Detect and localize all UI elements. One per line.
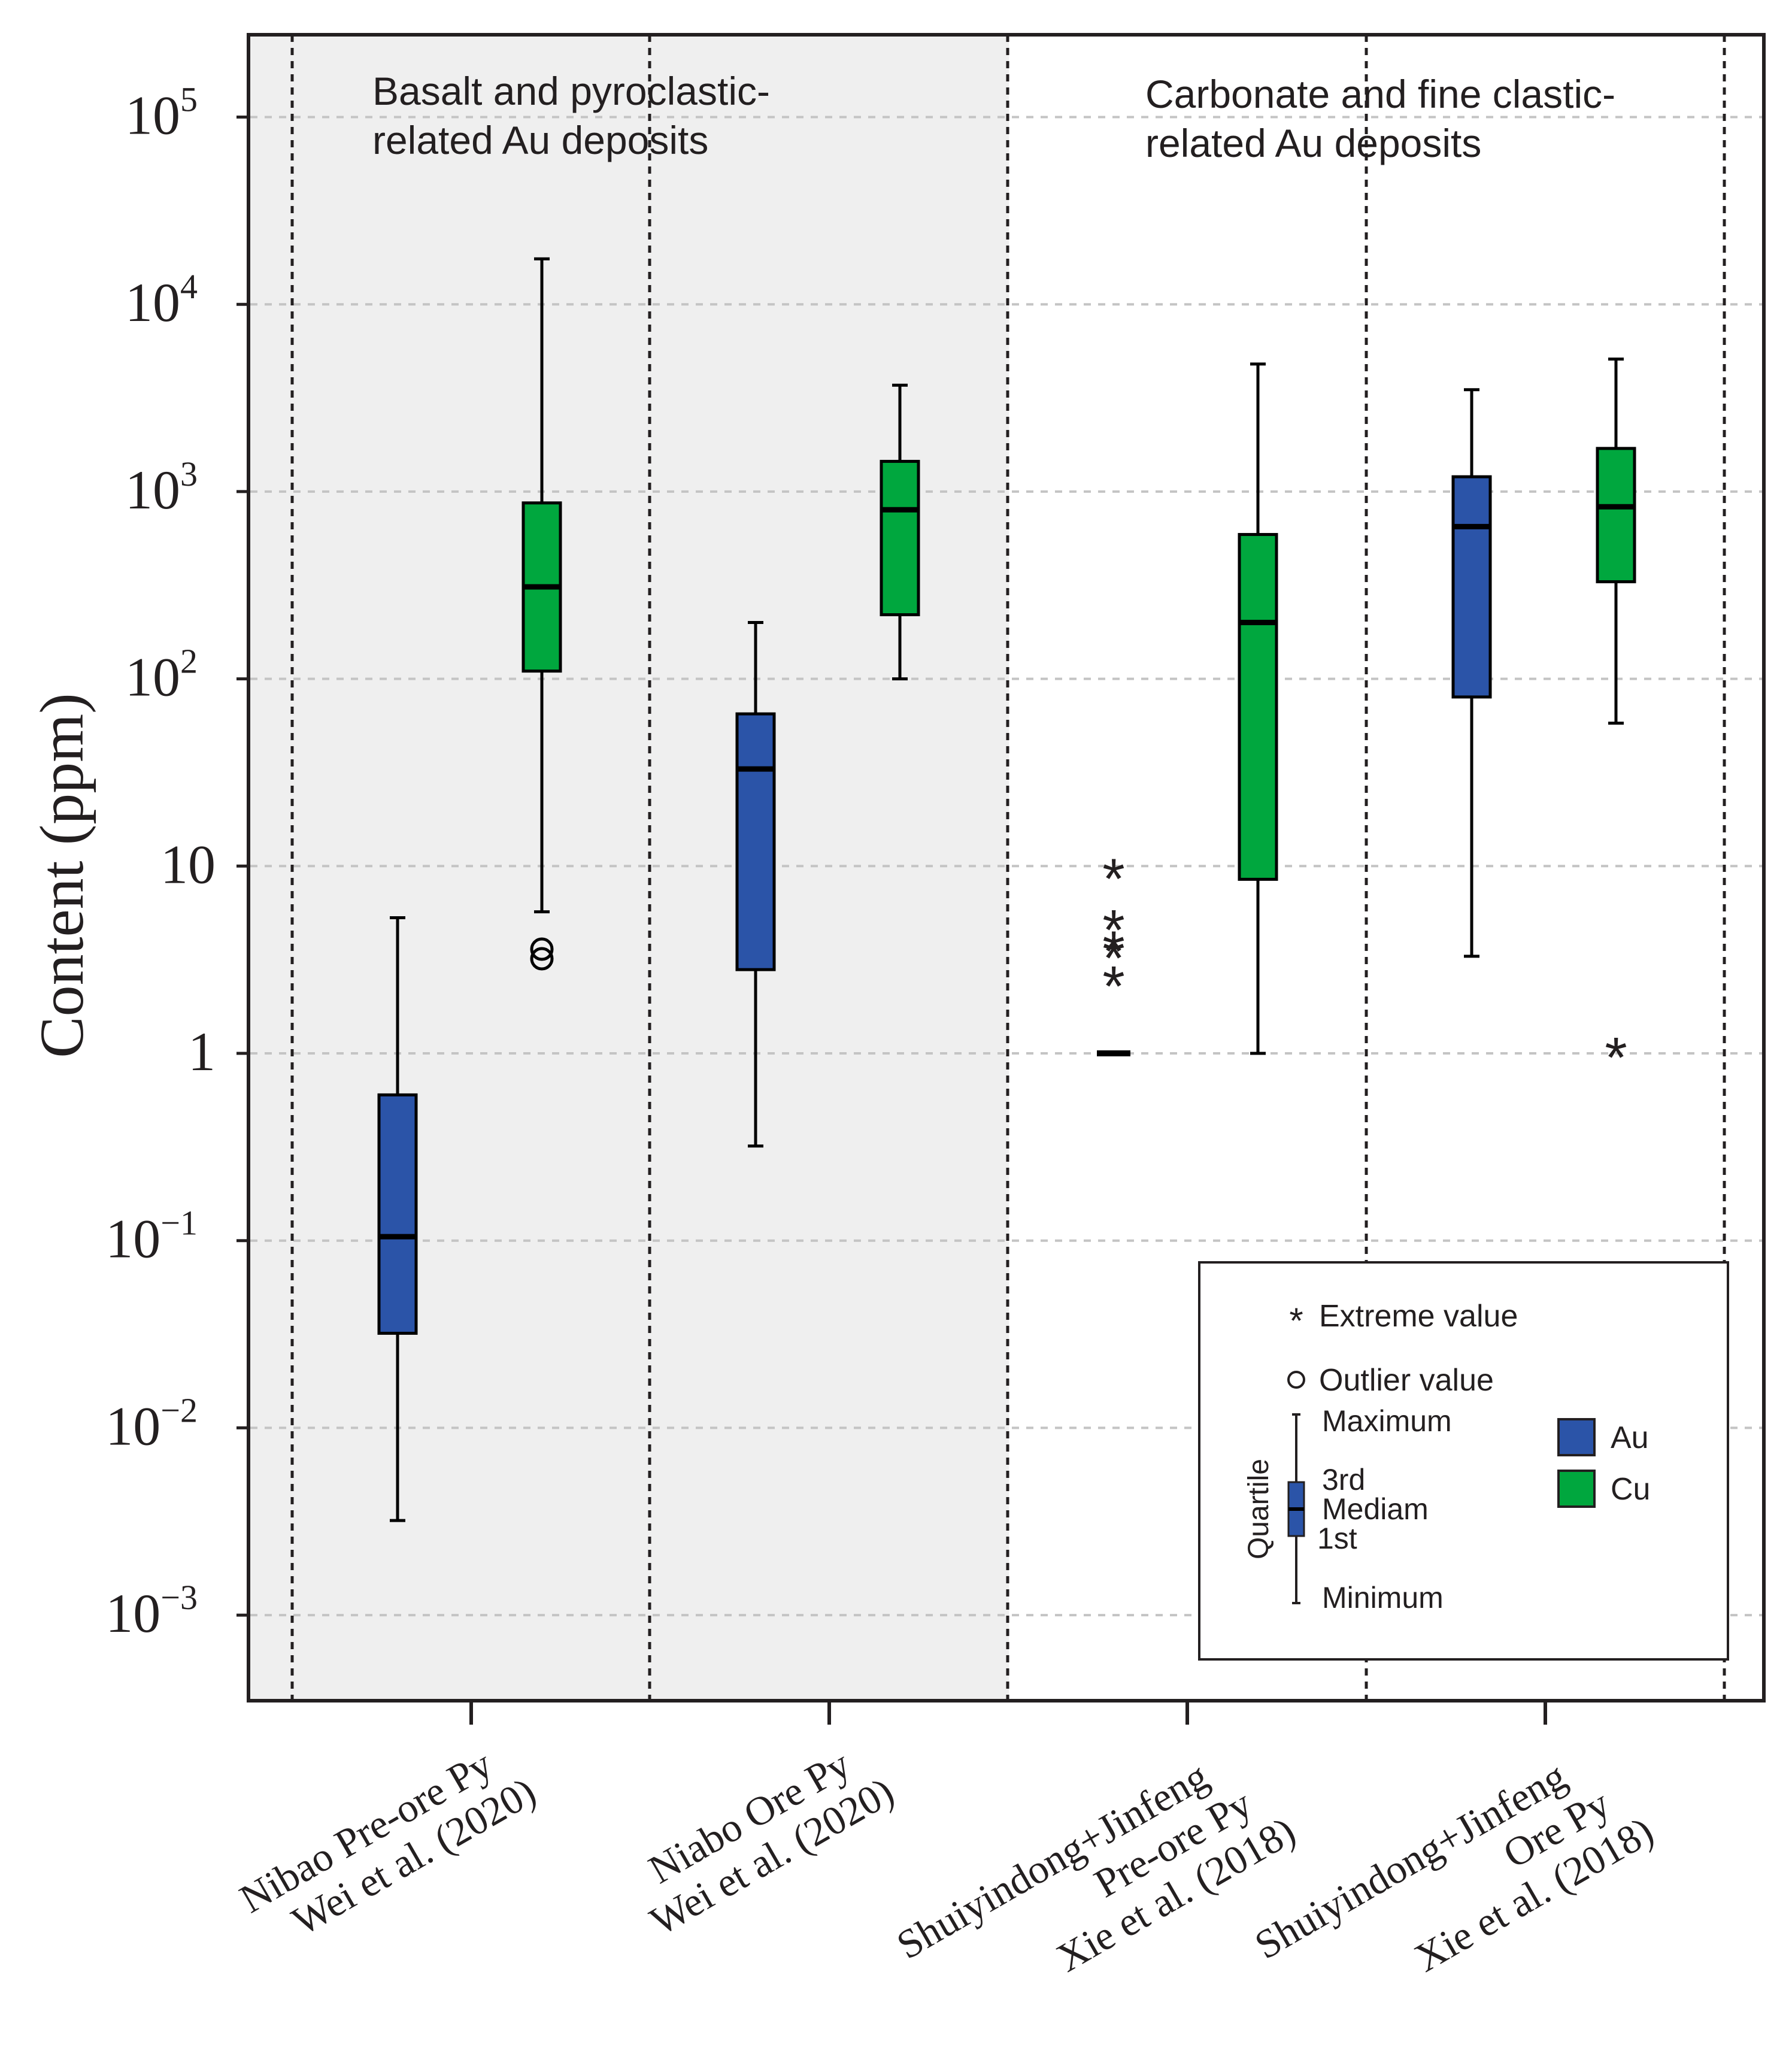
y-tick-label: 10−1 (105, 1204, 198, 1270)
legend-quartile-label: Quartile (1243, 1459, 1275, 1559)
y-tick-label: 104 (125, 267, 198, 333)
y-axis-label: Content (ppm) (28, 693, 96, 1058)
legend-median-label: Mediam (1322, 1492, 1429, 1526)
extreme-point: * (1102, 898, 1124, 962)
outlier-point (530, 947, 554, 971)
shaded-region-basalt (248, 35, 1009, 1701)
outlier-point (530, 937, 554, 961)
legend-extreme-symbol: * (1289, 1301, 1303, 1341)
y-tick-label: 10−3 (105, 1578, 198, 1644)
extreme-point: * (1102, 919, 1124, 983)
box-cu-group-3 (1596, 358, 1636, 725)
legend-cu-swatch (1557, 1470, 1596, 1508)
box-quartile (1451, 475, 1492, 699)
legend-cu-label: Cu (1611, 1472, 1650, 1507)
group-separators (290, 35, 1726, 1701)
extreme-point: * (1605, 1026, 1627, 1090)
extreme-point: * (1102, 955, 1124, 1019)
legend: * Extreme value Outlier value Maximum 3r… (1198, 1261, 1729, 1661)
y-axis-ticks: 10−3 10−2 10−1 1 10 102 103 104 105 (105, 80, 248, 1644)
legend-first-label: 1st (1317, 1522, 1357, 1555)
plot-frame (247, 33, 1766, 1702)
box-cu-group-0 (521, 257, 562, 914)
legend-au-label: Au (1611, 1420, 1649, 1455)
extreme-point: * (1102, 926, 1124, 990)
box-cu-group-1 (880, 383, 920, 681)
box-quartile (377, 1093, 418, 1335)
box-cu-group-2 (1238, 362, 1278, 1055)
legend-box (1198, 1261, 1729, 1661)
y-tick-label: 10−2 (105, 1390, 198, 1456)
box-au-group-1 (735, 620, 776, 1148)
legend-maximum-label: Maximum (1322, 1404, 1452, 1438)
box-au-group-3 (1451, 388, 1492, 958)
y-tick-label: 10 (160, 834, 216, 895)
box-quartile (1596, 447, 1636, 583)
box-au-group-0 (377, 916, 418, 1522)
extreme-point: * (1102, 847, 1124, 911)
y-tick-label: 105 (125, 80, 198, 146)
legend-outlier-symbol (1287, 1371, 1305, 1389)
region-label-carbonate-line2: related Au deposits (1145, 121, 1481, 165)
region-label-carbonate-line1: Carbonate and fine clastic- (1145, 72, 1615, 116)
legend-third-label: 3rd (1322, 1463, 1365, 1496)
legend-minimum-label: Minimum (1322, 1581, 1444, 1614)
legend-au-swatch (1557, 1418, 1596, 1456)
region-label-basalt-line2: related Au deposits (372, 118, 708, 162)
legend-outlier-label: Outlier value (1319, 1363, 1494, 1398)
y-tick-label: 102 (125, 642, 198, 708)
region-label-basalt-line1: Basalt and pyroclastic- (372, 69, 770, 113)
box-quartile (1238, 533, 1278, 881)
legend-extreme-label: Extreme value (1319, 1299, 1518, 1334)
box-series (377, 257, 1636, 1522)
box-quartile (735, 712, 776, 971)
y-tick-label: 1 (188, 1021, 216, 1082)
y-tick-label: 103 (125, 455, 198, 520)
point-markers: ****** (530, 847, 1627, 1090)
box-quartile (880, 459, 920, 617)
